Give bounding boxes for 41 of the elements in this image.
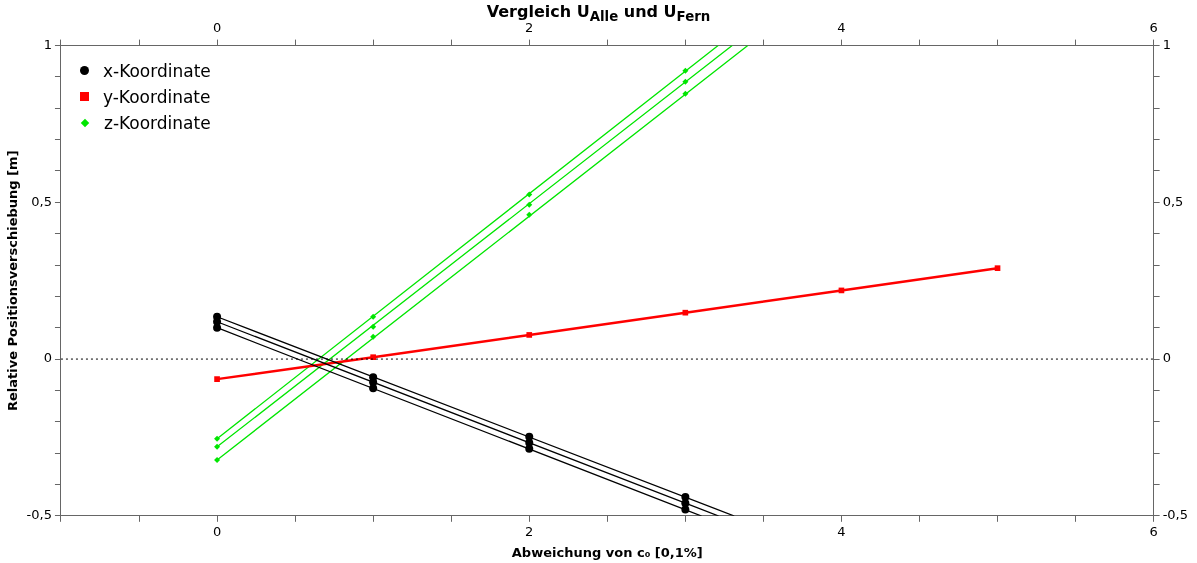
point: [214, 443, 221, 450]
x-tick-label: 6: [1149, 523, 1158, 539]
y-tick-label: -0,5: [26, 507, 52, 523]
legend-label: y-Koordinate: [102, 85, 211, 109]
point: [370, 333, 377, 340]
point: [214, 435, 221, 442]
point: [681, 492, 690, 501]
point: [682, 309, 689, 316]
point: [994, 265, 1001, 271]
y-tick-label: 1: [43, 36, 52, 52]
point: [682, 78, 689, 85]
x-tick-label: 0: [212, 523, 222, 539]
point: [525, 432, 534, 441]
y2-tick-label: 1: [1162, 36, 1171, 52]
point: [682, 90, 689, 97]
point: [214, 457, 221, 463]
point: [214, 376, 220, 382]
legend-label: z-Koordinate: [103, 111, 211, 135]
y2-tick-label: 0: [1162, 350, 1171, 366]
point: [526, 332, 533, 338]
point: [682, 67, 689, 74]
x2-tick-label: 6: [1149, 20, 1158, 36]
y2-tick-label: -0,5: [1162, 507, 1189, 523]
x2-tick-label: 0: [212, 20, 222, 36]
x2-tick-label: 4: [837, 20, 846, 36]
point: [213, 312, 222, 321]
y2-tick-label: 0,5: [1162, 193, 1184, 209]
y-tick-label: 0: [43, 350, 52, 366]
legend-label: x-Koordinate: [102, 59, 211, 83]
y-tick-label: 0,5: [31, 193, 52, 209]
point: [681, 505, 690, 514]
x-tick-label: 2: [525, 523, 534, 539]
point: [370, 313, 377, 320]
x-tick-label: 4: [837, 523, 846, 539]
y-axis-title: Relative Positionsverschiebung [m]: [5, 150, 21, 411]
point: [526, 201, 533, 208]
x2-tick-label: 2: [525, 20, 534, 36]
point: [370, 323, 377, 330]
x-axis-title: Abweichung von c₀ [0,1%]: [511, 544, 703, 560]
point: [526, 191, 533, 198]
point: [526, 211, 533, 218]
